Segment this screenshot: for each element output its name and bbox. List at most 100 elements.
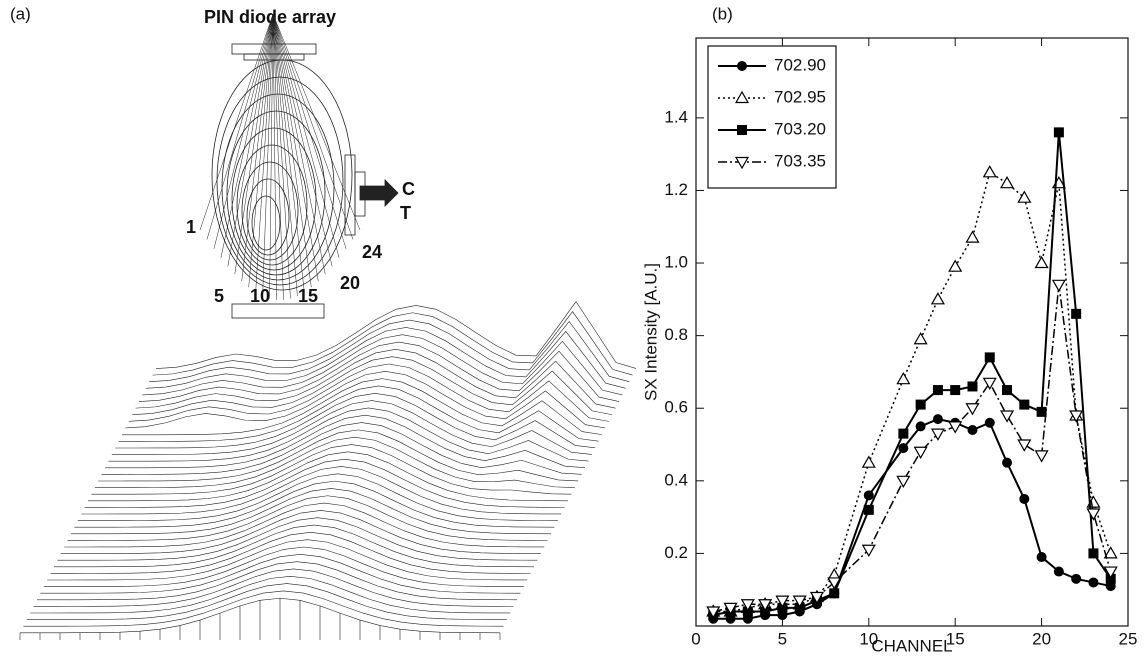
series-line <box>713 284 1112 613</box>
y-tick-label: 1.4 <box>664 107 688 126</box>
tokamak-diagram <box>199 13 399 319</box>
surface-line <box>77 473 558 521</box>
marker <box>930 428 945 441</box>
sightline <box>272 13 277 300</box>
marker <box>1017 439 1032 452</box>
marker <box>1088 577 1099 588</box>
sightline <box>272 13 347 249</box>
panel-label: (b) <box>712 4 733 23</box>
surface-line <box>118 385 599 442</box>
marker <box>1088 548 1099 559</box>
sightline <box>272 13 312 288</box>
marker <box>965 403 980 416</box>
marker <box>1034 255 1049 269</box>
marker <box>1053 127 1064 138</box>
surface-line <box>81 466 562 515</box>
marker <box>792 595 807 608</box>
surface-line <box>132 356 613 416</box>
marker <box>898 443 909 454</box>
sightline <box>272 13 284 300</box>
surface-line <box>91 444 572 495</box>
series-line <box>713 418 1111 620</box>
sightline <box>248 13 274 288</box>
sightline <box>199 13 274 231</box>
marker <box>827 577 842 590</box>
y-tick-label: 1.0 <box>664 253 688 272</box>
surface-line <box>104 414 586 469</box>
surface-line <box>145 327 626 389</box>
sightline <box>272 13 319 282</box>
surface-line <box>87 451 569 502</box>
series-line <box>713 171 1112 613</box>
surface-line <box>64 502 545 548</box>
marker <box>1002 457 1013 468</box>
sightline <box>272 13 305 293</box>
plot-frame <box>695 37 1129 627</box>
sightline <box>213 13 274 249</box>
surface-line <box>40 554 521 594</box>
surface-line <box>36 561 518 601</box>
legend-marker <box>737 61 747 71</box>
marker <box>982 377 997 391</box>
sightline <box>272 13 354 240</box>
legend-label: 702.90 <box>774 55 826 74</box>
sightline <box>272 13 326 275</box>
marker <box>913 446 928 459</box>
surface-line <box>67 495 548 541</box>
x-tick-label: 15 <box>946 629 965 648</box>
diagram-title: PIN diode array <box>204 7 336 27</box>
legend-marker <box>734 156 750 170</box>
y-tick-label: 0.6 <box>664 398 688 417</box>
surface-line <box>60 510 541 554</box>
legend-label: 703.20 <box>774 119 826 138</box>
chart: (b) 0.2 0.4 0.6 0.8 1.0 1.2 1.4 0 5 10 15 20 25 CHANNE… <box>641 4 1137 655</box>
port-label: C <box>402 179 415 199</box>
marker <box>967 425 978 435</box>
marker <box>967 381 978 392</box>
x-tick-label: 10 <box>859 629 878 648</box>
marker <box>1036 406 1047 417</box>
marker <box>1002 385 1013 396</box>
x-tick-label: 20 <box>1032 629 1051 648</box>
marker <box>948 259 963 272</box>
surface-line <box>30 575 511 614</box>
surface-line <box>152 311 633 376</box>
y-axis-label: SX Intensity [A.U.] <box>641 263 660 401</box>
marker <box>984 352 995 363</box>
y-tick-label: 1.2 <box>664 180 688 199</box>
surface-line <box>53 524 535 568</box>
surface-line <box>84 458 565 508</box>
marker <box>1034 450 1049 463</box>
sightline <box>272 13 340 258</box>
surface-line <box>98 429 579 482</box>
x-tick-label: 25 <box>1119 629 1138 648</box>
legend-label: 702.95 <box>774 87 826 106</box>
legend-marker <box>737 125 747 135</box>
marker <box>1019 493 1030 504</box>
flux-surface <box>236 144 308 266</box>
marker <box>706 606 721 619</box>
surface-line <box>74 480 555 528</box>
channel-label: 24 <box>362 242 382 262</box>
marker <box>1051 279 1066 293</box>
surface-line <box>57 517 538 561</box>
marker <box>896 475 911 489</box>
series-line <box>713 132 1112 617</box>
bottom-flange <box>231 303 325 319</box>
marker <box>1000 175 1015 189</box>
sightline <box>269 13 274 299</box>
surface-line <box>138 341 620 402</box>
surface-line <box>26 583 507 620</box>
port-label: T <box>400 203 411 223</box>
marker <box>898 428 909 439</box>
surface-line <box>125 371 606 429</box>
marker <box>982 165 997 178</box>
marker <box>740 599 755 612</box>
surface-line <box>115 392 596 449</box>
sightline <box>272 13 291 299</box>
sightline <box>227 13 274 267</box>
sightline <box>206 13 274 240</box>
sightline <box>255 13 274 293</box>
marker <box>1000 410 1015 423</box>
